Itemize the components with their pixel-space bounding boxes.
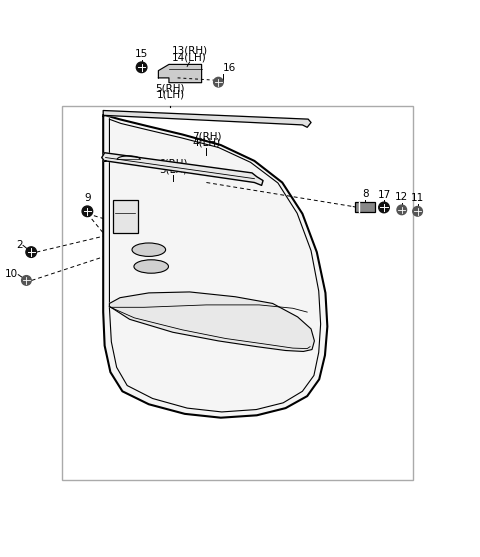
- Polygon shape: [103, 115, 327, 418]
- Bar: [62, 106, 413, 480]
- Text: 3(LH): 3(LH): [159, 165, 187, 175]
- Text: 13(RH): 13(RH): [171, 45, 208, 55]
- Polygon shape: [109, 292, 314, 351]
- Ellipse shape: [132, 243, 166, 256]
- Text: 1(LH): 1(LH): [156, 90, 184, 100]
- Polygon shape: [103, 110, 311, 128]
- Text: 12: 12: [395, 192, 408, 202]
- Text: 17: 17: [377, 190, 391, 200]
- Circle shape: [379, 202, 389, 213]
- Circle shape: [136, 62, 147, 72]
- Text: 15: 15: [135, 48, 148, 58]
- Text: 4(LH): 4(LH): [192, 138, 220, 148]
- Bar: [113, 201, 138, 233]
- Circle shape: [413, 207, 422, 216]
- Text: 2: 2: [16, 240, 23, 250]
- Bar: [355, 202, 375, 212]
- Circle shape: [22, 276, 31, 285]
- Text: 5(RH): 5(RH): [156, 83, 185, 93]
- Circle shape: [26, 247, 36, 257]
- Circle shape: [397, 205, 407, 214]
- Text: 16: 16: [223, 63, 237, 73]
- Text: 7(RH): 7(RH): [192, 131, 221, 141]
- Text: 11: 11: [411, 193, 424, 203]
- Text: 14(LH): 14(LH): [172, 52, 207, 62]
- Circle shape: [82, 206, 93, 217]
- Polygon shape: [158, 65, 202, 82]
- Text: 10: 10: [5, 268, 18, 278]
- Circle shape: [214, 77, 223, 87]
- Ellipse shape: [134, 260, 168, 273]
- Polygon shape: [102, 153, 263, 185]
- Text: 9: 9: [84, 193, 91, 203]
- Text: 6(RH): 6(RH): [158, 158, 188, 168]
- Text: 8: 8: [362, 189, 369, 199]
